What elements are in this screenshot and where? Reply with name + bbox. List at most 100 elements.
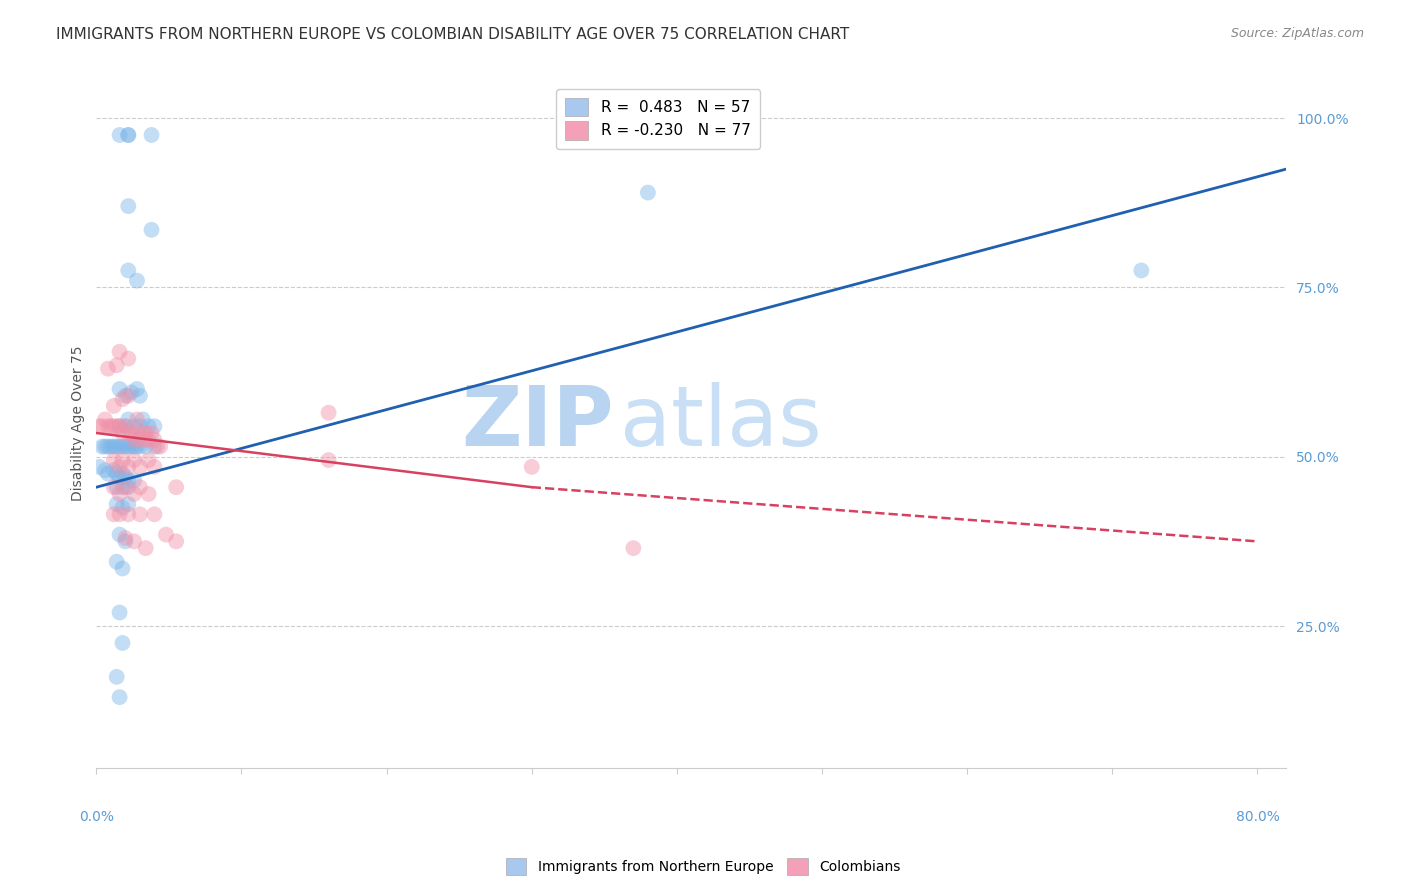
Point bbox=[105, 480, 128, 494]
Point bbox=[135, 440, 157, 454]
Point bbox=[105, 467, 128, 481]
Point bbox=[117, 412, 139, 426]
Point bbox=[143, 440, 166, 454]
Point bbox=[97, 361, 120, 376]
Point bbox=[128, 480, 150, 494]
Point bbox=[114, 480, 136, 494]
Point bbox=[122, 440, 145, 454]
Point bbox=[149, 440, 172, 454]
Point bbox=[108, 419, 131, 434]
Legend: R =  0.483   N = 57, R = -0.230   N = 77: R = 0.483 N = 57, R = -0.230 N = 77 bbox=[557, 88, 759, 149]
Point bbox=[94, 463, 117, 477]
Text: atlas: atlas bbox=[620, 383, 821, 463]
Point bbox=[103, 440, 125, 454]
Point bbox=[1130, 263, 1153, 277]
Point bbox=[105, 555, 128, 569]
Point bbox=[135, 425, 157, 440]
Point bbox=[108, 440, 131, 454]
Point bbox=[318, 453, 340, 467]
Point bbox=[108, 606, 131, 620]
Point bbox=[94, 440, 117, 454]
Point bbox=[108, 690, 131, 705]
Point bbox=[97, 440, 120, 454]
Point bbox=[125, 440, 148, 454]
Point bbox=[89, 419, 111, 434]
Point bbox=[108, 508, 131, 522]
Point bbox=[122, 534, 145, 549]
Point bbox=[117, 128, 139, 142]
Point bbox=[111, 636, 134, 650]
Point bbox=[117, 263, 139, 277]
Point bbox=[120, 425, 142, 440]
Point bbox=[120, 440, 142, 454]
Point bbox=[122, 487, 145, 501]
Point bbox=[117, 199, 139, 213]
Point bbox=[111, 467, 134, 481]
Point bbox=[141, 223, 163, 237]
Point bbox=[103, 480, 125, 494]
Legend: Immigrants from Northern Europe, Colombians: Immigrants from Northern Europe, Colombi… bbox=[501, 853, 905, 880]
Point bbox=[125, 274, 148, 288]
Point bbox=[165, 534, 187, 549]
Point bbox=[637, 186, 659, 200]
Point bbox=[138, 433, 160, 447]
Point bbox=[128, 459, 150, 474]
Point bbox=[114, 531, 136, 545]
Point bbox=[135, 433, 157, 447]
Point bbox=[138, 487, 160, 501]
Point bbox=[108, 459, 131, 474]
Point bbox=[125, 425, 148, 440]
Point bbox=[103, 419, 125, 434]
Point bbox=[138, 453, 160, 467]
Point bbox=[117, 389, 139, 403]
Point bbox=[91, 440, 114, 454]
Y-axis label: Disability Age Over 75: Disability Age Over 75 bbox=[72, 345, 86, 500]
Point bbox=[122, 433, 145, 447]
Point bbox=[132, 425, 155, 440]
Point bbox=[103, 399, 125, 413]
Point bbox=[114, 440, 136, 454]
Point bbox=[108, 470, 131, 484]
Point bbox=[117, 480, 139, 494]
Point bbox=[89, 459, 111, 474]
Point bbox=[143, 459, 166, 474]
Point bbox=[97, 467, 120, 481]
Point bbox=[125, 412, 148, 426]
Point bbox=[621, 541, 644, 556]
Point bbox=[122, 474, 145, 488]
Point bbox=[91, 419, 114, 434]
Point bbox=[111, 453, 134, 467]
Point bbox=[105, 670, 128, 684]
Point bbox=[100, 419, 122, 434]
Point bbox=[117, 351, 139, 366]
Point bbox=[103, 453, 125, 467]
Point bbox=[97, 419, 120, 434]
Point bbox=[114, 534, 136, 549]
Text: ZIP: ZIP bbox=[461, 383, 614, 463]
Point bbox=[111, 561, 134, 575]
Point bbox=[114, 470, 136, 484]
Point bbox=[105, 359, 128, 373]
Point bbox=[100, 440, 122, 454]
Point bbox=[103, 463, 125, 477]
Point bbox=[117, 497, 139, 511]
Point bbox=[135, 541, 157, 556]
Point bbox=[128, 440, 150, 454]
Point bbox=[128, 419, 150, 434]
Point bbox=[108, 419, 131, 434]
Point bbox=[141, 425, 163, 440]
Point bbox=[117, 425, 139, 440]
Point bbox=[138, 419, 160, 434]
Point bbox=[108, 128, 131, 142]
Point bbox=[111, 480, 134, 494]
Point bbox=[105, 419, 128, 434]
Point bbox=[155, 527, 177, 541]
Point bbox=[103, 508, 125, 522]
Point bbox=[128, 433, 150, 447]
Point bbox=[122, 453, 145, 467]
Text: IMMIGRANTS FROM NORTHERN EUROPE VS COLOMBIAN DISABILITY AGE OVER 75 CORRELATION : IMMIGRANTS FROM NORTHERN EUROPE VS COLOM… bbox=[56, 27, 849, 42]
Point bbox=[108, 527, 131, 541]
Point bbox=[111, 500, 134, 515]
Point bbox=[111, 440, 134, 454]
Text: Source: ZipAtlas.com: Source: ZipAtlas.com bbox=[1230, 27, 1364, 40]
